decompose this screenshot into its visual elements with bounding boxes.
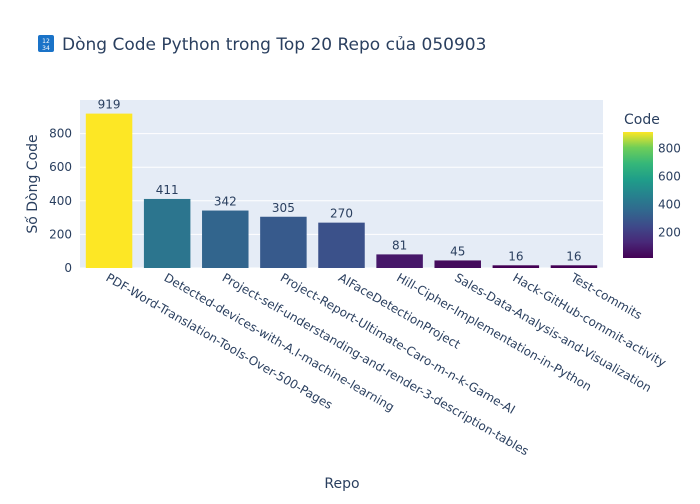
y-tick-label: 200 xyxy=(49,227,72,241)
y-tick-label: 400 xyxy=(49,194,72,208)
bar-value-label: 16 xyxy=(566,249,581,263)
colorbar-tick-label: 200 xyxy=(658,225,681,239)
bar-value-label: 305 xyxy=(272,201,295,215)
bar-value-label: 342 xyxy=(214,195,237,209)
x-axis-title: Repo xyxy=(324,476,359,492)
bars xyxy=(85,113,598,268)
number-icon-glyph-bottom: 34 xyxy=(42,45,50,52)
bar-value-label: 16 xyxy=(508,249,523,263)
bar xyxy=(492,265,540,268)
colorbar-tick-label: 600 xyxy=(658,170,681,184)
bar-value-label: 45 xyxy=(450,244,465,258)
bar xyxy=(202,210,249,268)
y-tick-label: 600 xyxy=(49,160,72,174)
bar xyxy=(85,113,133,268)
colorbar-ticks: 200 400 600 800 xyxy=(658,142,681,240)
number-icon-glyph-top: 12 xyxy=(42,38,50,45)
colorbar-tick-label: 800 xyxy=(658,142,681,156)
chart-title-text: Dòng Code Python trong Top 20 Repo của 0… xyxy=(62,35,486,55)
colorbar: Code 200 400 600 800 xyxy=(623,112,681,258)
bar-value-label: 270 xyxy=(330,207,353,221)
colorbar-title: Code xyxy=(624,112,660,128)
bar xyxy=(143,198,191,268)
bar-value-label: 411 xyxy=(156,183,179,197)
bar xyxy=(260,216,307,268)
number-icon xyxy=(38,35,54,52)
bar-value-label: 919 xyxy=(98,98,121,112)
y-tick-label: 800 xyxy=(49,127,72,141)
bar-value-label: 81 xyxy=(392,238,407,252)
bar xyxy=(376,254,423,268)
bar xyxy=(434,260,481,268)
colorbar-gradient xyxy=(623,132,653,258)
y-tick-label: 0 xyxy=(64,261,72,275)
chart-title: 12 34 Dòng Code Python trong Top 20 Repo… xyxy=(38,35,486,55)
bar xyxy=(550,265,598,268)
bar-data-labels: 919 411 342 305 270 81 45 16 16 xyxy=(98,98,582,264)
y-axis-ticks: 0 200 400 600 800 xyxy=(49,127,72,275)
bar xyxy=(318,222,365,268)
x-axis-ticks: PDF-Word-Translation-Tools-Over-500-Page… xyxy=(104,270,669,458)
y-axis-title: Số Dòng Code xyxy=(24,134,41,233)
colorbar-tick-label: 400 xyxy=(658,197,681,211)
